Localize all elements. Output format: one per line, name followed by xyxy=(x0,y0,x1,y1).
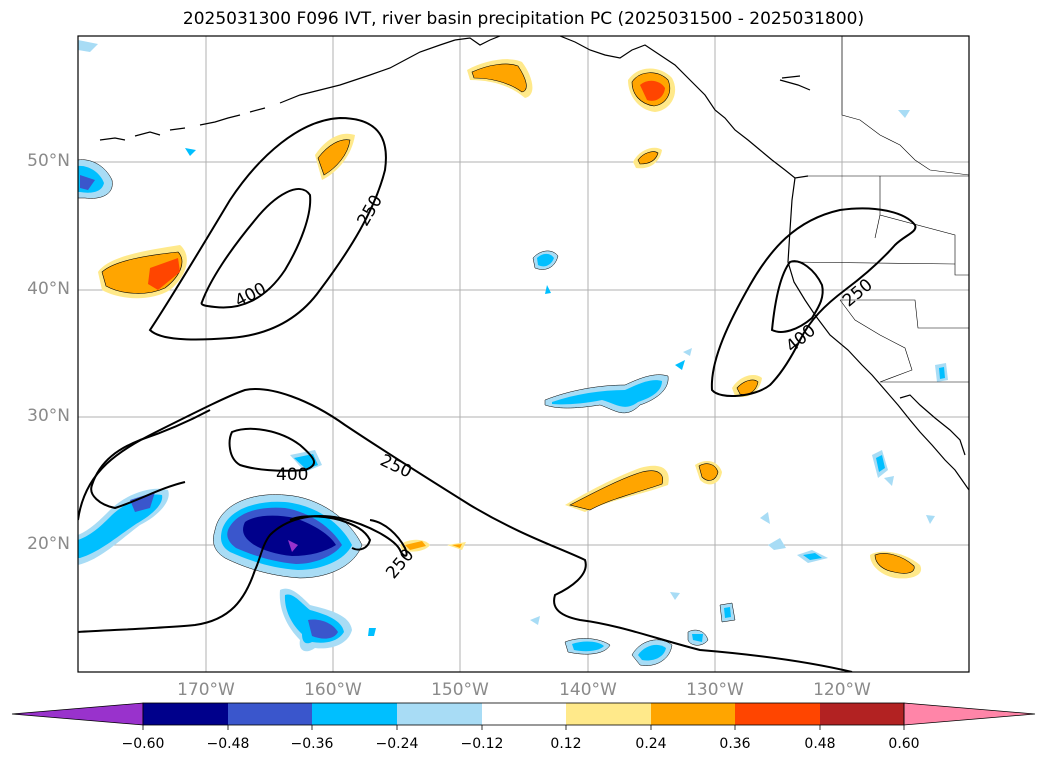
lat-tick-label: 20°N xyxy=(27,534,70,554)
lon-tick-label: 170°W xyxy=(177,680,235,700)
ivt-contour-250-north xyxy=(148,116,387,341)
lon-tick-label: 160°W xyxy=(304,680,362,700)
lat-tick-label: 50°N xyxy=(27,151,70,171)
ivt-contour-250-east xyxy=(710,207,917,397)
map-title: 2025031300 F096 IVT, river basin precipi… xyxy=(182,9,865,29)
colorbar-tick-label: 0.36 xyxy=(719,736,751,752)
contour-label: 250 xyxy=(377,451,415,483)
lat-tick-label: 30°N xyxy=(27,406,70,426)
lon-tick-label: 130°W xyxy=(686,680,744,700)
lon-tick-label: 140°W xyxy=(559,680,617,700)
ivt-contour-400-small xyxy=(289,515,372,551)
contour-label: 400 xyxy=(276,465,308,485)
colorbar-tick-label: −0.48 xyxy=(206,736,250,752)
coastlines xyxy=(99,36,969,491)
ivt-contour-250-hawaii xyxy=(78,514,408,633)
colorbar-tick-label: 0.24 xyxy=(635,736,667,752)
colorbar xyxy=(11,702,1036,730)
contour-label: 400 xyxy=(232,279,270,312)
colorbar-tick-label: −0.60 xyxy=(121,736,165,752)
borders xyxy=(789,36,969,383)
contour-label: 400 xyxy=(782,321,820,357)
map-area xyxy=(78,36,969,672)
colorbar-tick-label: 0.48 xyxy=(804,736,836,752)
colorbar-tick-label: 0.12 xyxy=(550,736,582,752)
colorbar-tick-label: −0.36 xyxy=(290,736,334,752)
gridlines xyxy=(78,36,969,672)
precip-negative-blobs xyxy=(78,40,948,666)
colorbar-tick-label: −0.12 xyxy=(460,736,504,752)
ivt-contour-250-south xyxy=(78,388,853,672)
lat-tick-label: 40°N xyxy=(27,279,70,299)
colorbar-tick-label: 0.60 xyxy=(888,736,920,752)
ivt-contours xyxy=(78,116,917,672)
ivt-contour-400-east xyxy=(770,260,824,333)
lon-tick-label: 150°W xyxy=(431,680,489,700)
colorbar-tick-label: −0.24 xyxy=(375,736,419,752)
map-frame xyxy=(77,35,970,673)
contour-label: 250 xyxy=(354,192,388,230)
precip-positive-blobs xyxy=(98,59,922,579)
ivt-contour-250-west xyxy=(90,409,211,510)
ivt-contour-400-north xyxy=(200,188,312,309)
lon-tick-label: 120°W xyxy=(813,680,871,700)
ivt-contour-400-hawaii xyxy=(228,427,315,472)
